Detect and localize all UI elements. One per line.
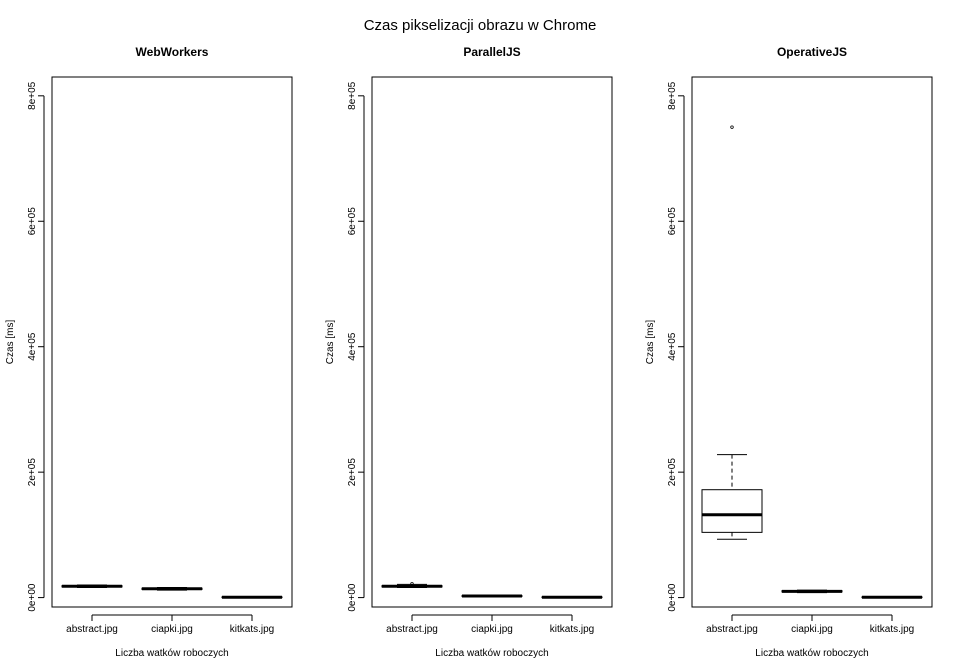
- panel-title: WebWorkers: [136, 45, 209, 59]
- y-tick-label: 2e+05: [347, 458, 358, 487]
- y-tick-label: 0e+00: [667, 583, 678, 612]
- panels: WebWorkers 0e+00 2e+05 4e+05 6e+05 8e+05 Czas …: [5, 45, 933, 659]
- y-tick-label: 0e+00: [347, 583, 358, 612]
- y-axis-title: Czas [ms]: [645, 320, 656, 365]
- y-tick-label: 8e+05: [667, 81, 678, 110]
- x-tick-label: abstract.jpg: [66, 624, 118, 635]
- y-tick-label: 6e+05: [347, 207, 358, 236]
- x-tick-label: abstract.jpg: [386, 624, 438, 635]
- plot-frame: [51, 76, 293, 608]
- y-tick-label: 4e+05: [347, 332, 358, 361]
- panel-1: ParallelJS 0e+00 2e+05 4e+05 6e+05 8e+05 Czas …: [325, 45, 613, 659]
- panel-title: OperativeJS: [777, 45, 847, 59]
- y-tick-label: 2e+05: [27, 458, 38, 487]
- x-tick-label: ciapki.jpg: [471, 624, 513, 635]
- panel-title: ParallelJS: [463, 45, 520, 59]
- y-tick-label: 6e+05: [27, 207, 38, 236]
- plot-frame: [691, 76, 933, 608]
- x-axis-title: Liczba watków roboczych: [115, 648, 228, 659]
- y-tick-label: 2e+05: [667, 458, 678, 487]
- x-tick-label: kitkats.jpg: [230, 624, 274, 635]
- y-axis-title: Czas [ms]: [5, 320, 16, 365]
- plot-frame: [371, 76, 613, 608]
- box: [701, 489, 763, 533]
- y-tick-label: 6e+05: [667, 207, 678, 236]
- x-tick-label: kitkats.jpg: [870, 624, 914, 635]
- x-tick-label: ciapki.jpg: [151, 624, 193, 635]
- y-tick-label: 8e+05: [347, 81, 358, 110]
- x-axis-title: Liczba watków roboczych: [755, 648, 868, 659]
- panel-2: OperativeJS 0e+00 2e+05 4e+05 6e+05 8e+05 Czas…: [645, 45, 933, 659]
- y-tick-label: 4e+05: [27, 332, 38, 361]
- x-tick-label: ciapki.jpg: [791, 624, 833, 635]
- y-tick-label: 0e+00: [27, 583, 38, 612]
- x-axis-title: Liczba watków roboczych: [435, 648, 548, 659]
- figure-title: Czas pikselizacji obrazu w Chrome: [364, 17, 597, 34]
- y-axis-title: Czas [ms]: [325, 320, 336, 365]
- outlier-point: [410, 582, 414, 586]
- y-tick-label: 8e+05: [27, 81, 38, 110]
- panel-0: WebWorkers 0e+00 2e+05 4e+05 6e+05 8e+05 Czas …: [5, 45, 293, 659]
- y-tick-label: 4e+05: [667, 332, 678, 361]
- x-tick-label: abstract.jpg: [706, 624, 758, 635]
- outlier-point: [730, 125, 734, 129]
- x-tick-label: kitkats.jpg: [550, 624, 594, 635]
